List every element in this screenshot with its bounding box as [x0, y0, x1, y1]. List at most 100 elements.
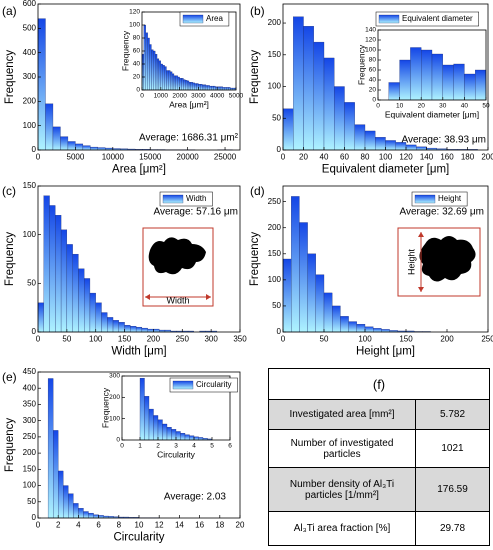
histogram-bar [82, 145, 91, 151]
y-tick-label: 300 [109, 373, 120, 380]
x-tick-label: 15000 [139, 152, 162, 161]
histogram-bar [47, 378, 54, 519]
histogram-bar [307, 253, 316, 333]
y-tick-label: 50 [272, 301, 281, 310]
y-tick-label: 100 [109, 415, 120, 422]
y-tick-label: 200 [109, 394, 120, 401]
table-label: Investigated area [mm²] [268, 399, 416, 430]
histogram-bar [282, 108, 294, 151]
histogram-bar [203, 84, 207, 91]
x-tick-label: 50 [482, 103, 490, 110]
histogram-bar [190, 82, 193, 91]
y-tick-label: 250 [23, 432, 37, 441]
histogram-bar [78, 268, 85, 333]
histogram-bar [147, 328, 154, 333]
x-tick-label: 0 [36, 520, 41, 529]
x-axis-label: Circularity [157, 449, 196, 459]
particle-image-height: Height [397, 227, 481, 297]
histogram-bar [315, 274, 325, 333]
histogram-bar [173, 75, 176, 91]
histogram-bar [421, 49, 433, 101]
histogram-bar [101, 312, 108, 333]
y-tick-label: 0 [32, 145, 37, 154]
histogram-bar [58, 470, 64, 519]
histogram-bar [75, 143, 84, 151]
x-tick-label: 0 [281, 334, 286, 343]
histogram-bar [207, 85, 210, 91]
x-tick-label: 4 [76, 520, 81, 529]
histogram-bar [282, 258, 292, 333]
histogram-bar [405, 144, 417, 151]
x-tick-label: 100 [358, 334, 372, 343]
table-label: Number of investigated particles [268, 429, 416, 468]
histogram-bar [43, 195, 50, 333]
histogram-bar [73, 503, 79, 519]
y-tick-label: 50 [27, 278, 36, 287]
y-tick-label: 0 [372, 97, 376, 104]
histogram-bar [68, 493, 74, 519]
y-tick-label: 100 [268, 82, 282, 91]
histogram-bar [171, 73, 175, 91]
x-tick-label: 20 [299, 152, 308, 161]
y-tick-label: 80 [133, 35, 141, 42]
y-tick-label: 0 [277, 145, 282, 154]
histogram-bar [52, 126, 61, 151]
histogram-bar [144, 396, 150, 441]
y-tick-label: 40 [133, 61, 141, 68]
x-tick-label: 20000 [177, 152, 200, 161]
x-axis-label: Height [μm] [356, 346, 415, 358]
y-tick-label: 600 [23, 0, 37, 8]
y-tick-label: 120 [365, 37, 376, 44]
table-label: Number density of Al₃Ti particles [1/mm²… [268, 467, 416, 512]
histogram-bar [37, 18, 46, 151]
histogram-bar [145, 32, 148, 91]
table-value: 1021 [415, 429, 490, 468]
x-tick-label: 160 [440, 152, 454, 161]
histogram-bar [194, 83, 197, 91]
image-label: Height [406, 248, 416, 275]
y-tick-label: 300 [23, 72, 37, 81]
histogram-bar [155, 54, 158, 91]
histogram-bar [143, 24, 146, 91]
y-tick-label: 150 [23, 464, 37, 473]
histogram-bar [209, 85, 212, 91]
y-tick-label: 60 [133, 48, 141, 55]
histogram-bar [293, 16, 304, 151]
histogram-bar [364, 326, 374, 333]
x-tick-label: 0 [140, 93, 144, 100]
histogram-bar [291, 196, 300, 333]
histogram-bar [37, 302, 44, 333]
histogram-bar [95, 302, 102, 333]
y-tick-label: 100 [23, 230, 37, 239]
histogram-bar [164, 66, 167, 91]
histogram-bar [442, 64, 454, 101]
y-tick-label: 80 [369, 57, 377, 64]
y-tick-label: 250 [268, 197, 282, 206]
histogram-bar [373, 328, 382, 333]
y-tick-label: 100 [268, 275, 282, 284]
histogram-bar [202, 84, 205, 91]
y-tick-label: 400 [23, 48, 37, 57]
histogram-bar [162, 65, 165, 91]
histogram-bar [162, 423, 168, 441]
x-tick-label: 0 [281, 152, 286, 161]
histogram-bar [107, 317, 114, 333]
histogram-bar [78, 508, 84, 519]
table-value: 5.782 [415, 399, 490, 430]
histogram-bar [88, 512, 94, 519]
histogram-bar [171, 429, 177, 441]
histogram-bar [49, 205, 56, 333]
x-tick-label: 20 [418, 103, 426, 110]
histogram-bar [200, 84, 203, 91]
histogram-bar [453, 63, 465, 101]
histogram-bar [340, 316, 349, 333]
table-header: (f) [268, 368, 490, 400]
table-label: Al₃Ti area fraction [%] [268, 511, 416, 546]
x-tick-label: 180 [461, 152, 475, 161]
histogram-bar [118, 322, 125, 333]
y-tick-label: 0 [32, 513, 37, 522]
x-tick-label: 4000 [210, 93, 225, 100]
table-row: Number of investigated particles 1021 [268, 429, 490, 468]
histogram-bar [385, 140, 396, 151]
x-tick-label: 6 [228, 443, 232, 450]
